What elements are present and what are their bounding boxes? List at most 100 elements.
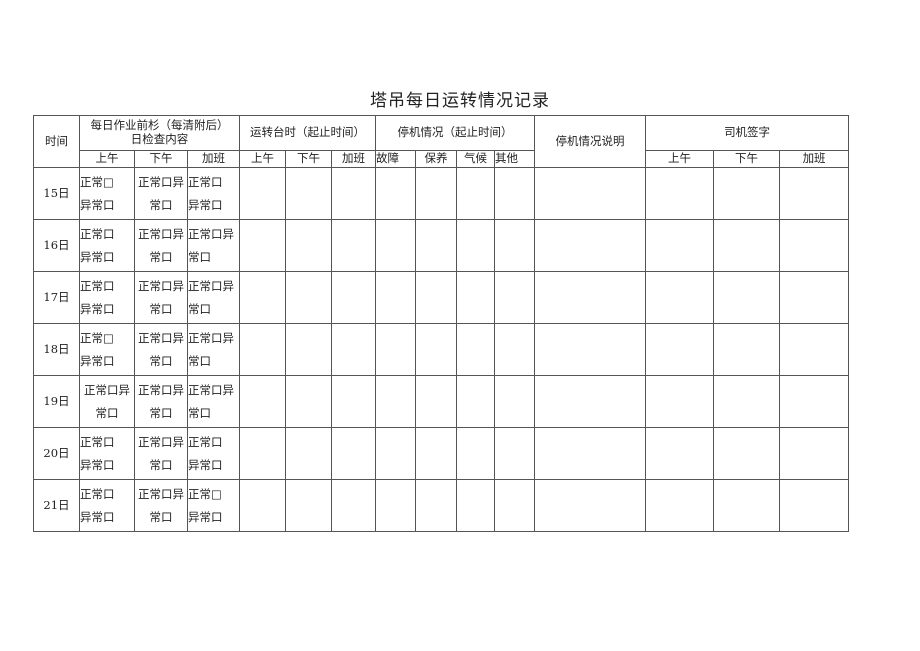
check-status-cell[interactable]: 正常口异常口	[134, 479, 188, 532]
entry-cell[interactable]	[645, 271, 715, 324]
entry-cell[interactable]	[713, 375, 781, 428]
entry-cell[interactable]	[494, 375, 536, 428]
entry-cell[interactable]	[713, 219, 781, 272]
entry-cell[interactable]	[375, 375, 417, 428]
entry-cell[interactable]	[331, 167, 377, 220]
entry-cell[interactable]	[534, 323, 647, 376]
entry-cell[interactable]	[494, 479, 536, 532]
entry-cell[interactable]	[713, 167, 781, 220]
check-status-cell[interactable]: 正常口异常口	[186, 167, 241, 220]
entry-cell[interactable]	[415, 271, 458, 324]
check-status-cell[interactable]: 正常口异常口	[79, 271, 135, 324]
entry-cell[interactable]	[645, 427, 715, 480]
entry-cell[interactable]	[779, 323, 850, 376]
entry-cell[interactable]	[645, 167, 715, 220]
entry-cell[interactable]	[239, 479, 287, 532]
entry-cell[interactable]	[456, 323, 496, 376]
entry-cell[interactable]	[331, 323, 377, 376]
entry-cell[interactable]	[645, 219, 715, 272]
entry-cell[interactable]	[645, 479, 715, 532]
entry-cell[interactable]	[375, 427, 417, 480]
entry-cell[interactable]	[375, 479, 417, 532]
check-status-cell[interactable]: 正常口异常口	[186, 375, 241, 428]
entry-cell[interactable]	[779, 167, 850, 220]
entry-cell[interactable]	[779, 375, 850, 428]
entry-cell[interactable]	[415, 375, 458, 428]
check-status-line: 异常口	[80, 509, 115, 524]
entry-cell[interactable]	[645, 323, 715, 376]
check-status-cell[interactable]: 正常口异常口	[134, 323, 188, 376]
entry-cell[interactable]	[239, 219, 287, 272]
check-status-cell[interactable]: 正常□ 异常口	[79, 323, 135, 376]
entry-cell[interactable]	[456, 375, 496, 428]
entry-cell[interactable]	[456, 167, 496, 220]
entry-cell[interactable]	[285, 167, 333, 220]
entry-cell[interactable]	[285, 271, 333, 324]
entry-cell[interactable]	[375, 323, 417, 376]
check-status-cell[interactable]: 正常口异常口	[134, 167, 188, 220]
entry-cell[interactable]	[779, 479, 850, 532]
entry-cell[interactable]	[534, 219, 647, 272]
entry-cell[interactable]	[239, 427, 287, 480]
check-status-cell[interactable]: 正常口异常口	[186, 271, 241, 324]
entry-cell[interactable]	[494, 271, 536, 324]
entry-cell[interactable]	[415, 167, 458, 220]
check-status-line: 正常口	[80, 278, 115, 293]
check-status-cell[interactable]: 正常口异常口	[186, 427, 241, 480]
entry-cell[interactable]	[456, 219, 496, 272]
entry-cell[interactable]	[331, 479, 377, 532]
entry-cell[interactable]	[534, 271, 647, 324]
entry-cell[interactable]	[375, 219, 417, 272]
entry-cell[interactable]	[375, 167, 417, 220]
entry-cell[interactable]	[331, 427, 377, 480]
entry-cell[interactable]	[239, 271, 287, 324]
entry-cell[interactable]	[645, 375, 715, 428]
entry-cell[interactable]	[534, 479, 647, 532]
entry-cell[interactable]	[494, 167, 536, 220]
entry-cell[interactable]	[285, 375, 333, 428]
entry-cell[interactable]	[713, 323, 781, 376]
entry-cell[interactable]	[331, 271, 377, 324]
entry-cell[interactable]	[456, 271, 496, 324]
entry-cell[interactable]	[456, 479, 496, 532]
entry-cell[interactable]	[713, 427, 781, 480]
entry-cell[interactable]	[779, 271, 850, 324]
entry-cell[interactable]	[375, 271, 417, 324]
entry-cell[interactable]	[494, 323, 536, 376]
entry-cell[interactable]	[285, 323, 333, 376]
entry-cell[interactable]	[534, 427, 647, 480]
entry-cell[interactable]	[494, 427, 536, 480]
entry-cell[interactable]	[285, 219, 333, 272]
entry-cell[interactable]	[779, 219, 850, 272]
entry-cell[interactable]	[331, 375, 377, 428]
entry-cell[interactable]	[713, 271, 781, 324]
entry-cell[interactable]	[456, 427, 496, 480]
check-status-cell[interactable]: 正常口异常口	[134, 375, 188, 428]
entry-cell[interactable]	[534, 167, 647, 220]
entry-cell[interactable]	[415, 219, 458, 272]
check-status-cell[interactable]: 正常口异常口	[134, 427, 188, 480]
entry-cell[interactable]	[239, 375, 287, 428]
check-status-cell[interactable]: 正常口异常口	[79, 479, 135, 532]
entry-cell[interactable]	[415, 479, 458, 532]
entry-cell[interactable]	[494, 219, 536, 272]
entry-cell[interactable]	[415, 427, 458, 480]
check-status-cell[interactable]: 正常口异常口	[186, 219, 241, 272]
entry-cell[interactable]	[239, 323, 287, 376]
entry-cell[interactable]	[239, 167, 287, 220]
entry-cell[interactable]	[331, 219, 377, 272]
check-status-cell[interactable]: 正常□ 异常口	[79, 167, 135, 220]
check-status-cell[interactable]: 正常口异常口	[134, 271, 188, 324]
entry-cell[interactable]	[285, 427, 333, 480]
check-status-cell[interactable]: 正常口异常口	[186, 323, 241, 376]
entry-cell[interactable]	[534, 375, 647, 428]
check-status-cell[interactable]: 正常口异常口	[134, 219, 188, 272]
check-status-cell[interactable]: 正常口异常口	[79, 427, 135, 480]
entry-cell[interactable]	[285, 479, 333, 532]
entry-cell[interactable]	[779, 427, 850, 480]
check-status-cell[interactable]: 正常口异常口	[79, 375, 135, 428]
entry-cell[interactable]	[713, 479, 781, 532]
entry-cell[interactable]	[415, 323, 458, 376]
check-status-cell[interactable]: 正常□ 异常口	[186, 479, 241, 532]
check-status-cell[interactable]: 正常口异常口	[79, 219, 135, 272]
